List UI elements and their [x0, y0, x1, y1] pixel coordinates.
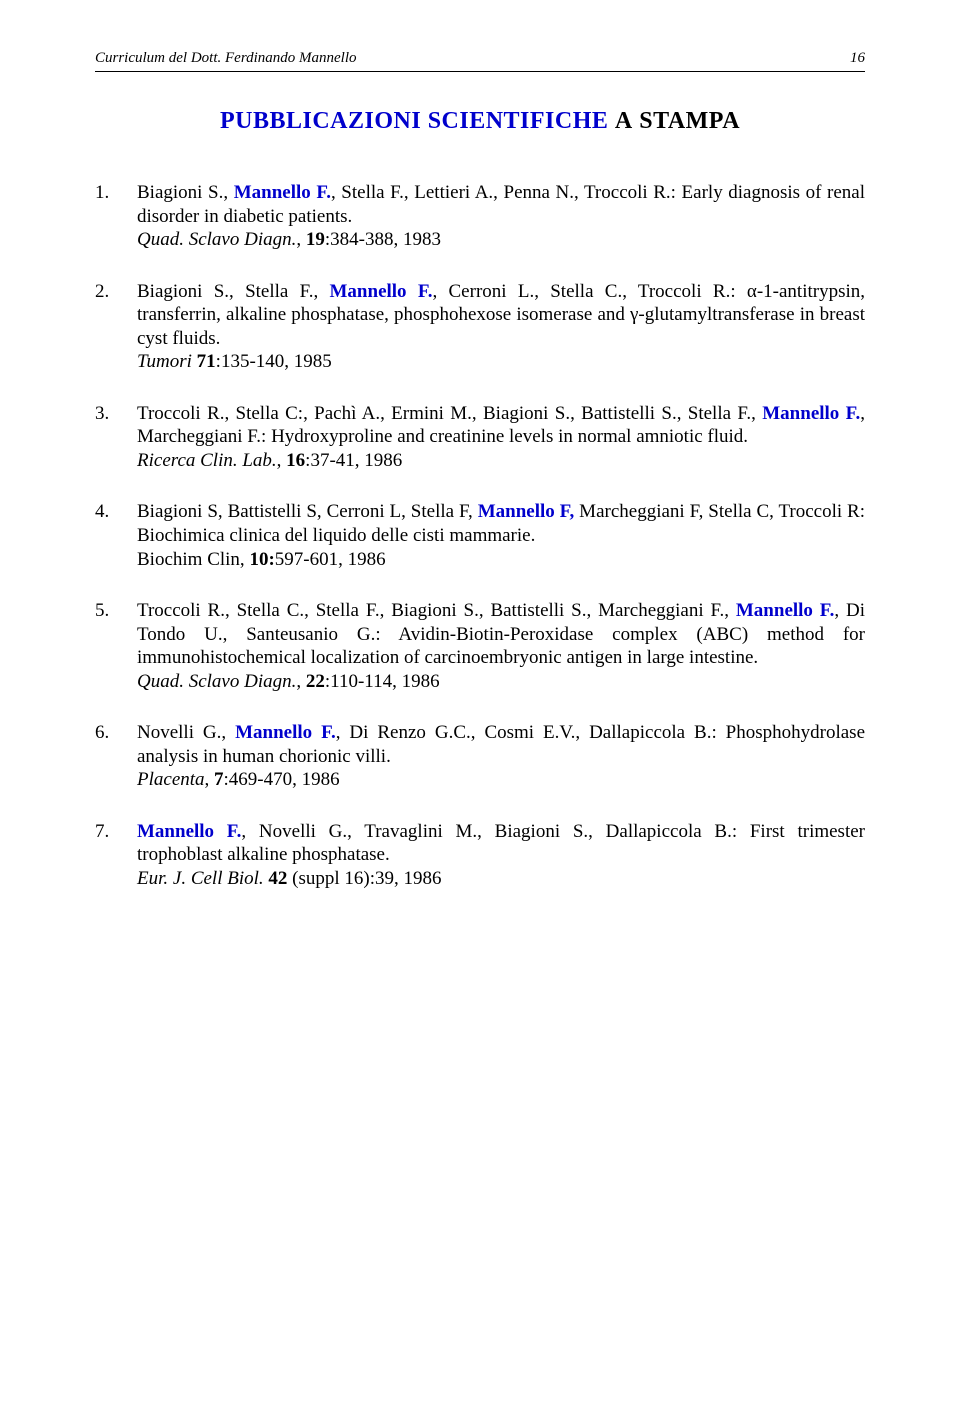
pub-volume: 42	[268, 868, 287, 889]
pub-volume: 16	[286, 450, 305, 471]
pub-journal: Eur. J. Cell Biol.	[137, 868, 264, 889]
pub-sep: ,	[277, 450, 287, 471]
header-page-number: 16	[850, 50, 865, 67]
pub-sep: ,	[296, 671, 306, 692]
heading-word-4: STAMPA	[639, 108, 740, 134]
publications-list: Biagioni S., Mannello F., Stella F., Let…	[95, 181, 865, 891]
pub-sep: ,	[296, 229, 306, 250]
publication-item: Biagioni S, Battistelli S, Cerroni L, St…	[95, 500, 865, 571]
pub-volume: 22	[306, 671, 325, 692]
pub-volume: 71	[197, 351, 216, 372]
pub-pages: :110-114, 1986	[325, 671, 440, 692]
document-page: Curriculum del Dott. Ferdinando Mannello…	[0, 0, 960, 979]
pub-authors-pre: Biagioni S., Stella F.,	[137, 281, 330, 302]
header-divider	[95, 71, 865, 72]
pub-pages: :384-388, 1983	[325, 229, 441, 250]
heading-word-2: SCIENTIFICHE	[428, 108, 609, 134]
publication-item: Troccoli R., Stella C., Stella F., Biagi…	[95, 599, 865, 693]
publication-item: Novelli G., Mannello F., Di Renzo G.C., …	[95, 721, 865, 792]
pub-pages: :469-470, 1986	[224, 769, 340, 790]
pub-pages: (suppl 16):39, 1986	[287, 868, 441, 889]
pub-authors-post: , Novelli G., Travaglini M., Biagioni S.…	[137, 821, 865, 866]
heading-word-3: A	[615, 108, 633, 134]
pub-pages: :135-140, 1985	[216, 351, 332, 372]
pub-volume: 10:	[249, 549, 274, 570]
pub-journal: Quad. Sclavo Diagn.	[137, 671, 296, 692]
pub-authors-pre: Biagioni S, Battistelli S, Cerroni L, St…	[137, 501, 478, 522]
pub-journal: Ricerca Clin. Lab.	[137, 450, 277, 471]
pub-mannello: Mannello F,	[478, 501, 575, 522]
pub-mannello: Mannello F.	[234, 182, 331, 203]
pub-pages: 597-601, 1986	[275, 549, 386, 570]
publication-item: Biagioni S., Stella F., Mannello F., Cer…	[95, 280, 865, 374]
pub-journal: Tumori	[137, 351, 192, 372]
pub-authors-pre: Novelli G.,	[137, 722, 235, 743]
pub-mannello: Mannello F.	[736, 600, 835, 621]
publication-item: Troccoli R., Stella C:, Pachì A., Ermini…	[95, 402, 865, 473]
heading-word-1: PUBBLICAZIONI	[220, 108, 421, 134]
pub-mannello: Mannello F.	[762, 403, 860, 424]
header-title: Curriculum del Dott. Ferdinando Mannello	[95, 50, 357, 67]
pub-authors-pre: Troccoli R., Stella C., Stella F., Biagi…	[137, 600, 736, 621]
pub-pages: :37-41, 1986	[305, 450, 402, 471]
pub-volume: 7	[214, 769, 224, 790]
pub-sep: ,	[205, 769, 215, 790]
pub-volume: 19	[306, 229, 325, 250]
pub-journal: Biochim Clin,	[137, 549, 245, 570]
pub-authors-pre: Biagioni S.,	[137, 182, 234, 203]
section-heading: PUBBLICAZIONI SCIENTIFICHE A STAMPA	[95, 108, 865, 135]
pub-mannello: Mannello F.	[330, 281, 433, 302]
pub-journal: Quad. Sclavo Diagn.	[137, 229, 296, 250]
publication-item: Biagioni S., Mannello F., Stella F., Let…	[95, 181, 865, 252]
publication-item: Mannello F., Novelli G., Travaglini M., …	[95, 820, 865, 891]
pub-authors-pre: Troccoli R., Stella C:, Pachì A., Ermini…	[137, 403, 762, 424]
pub-mannello: Mannello F.	[235, 722, 336, 743]
pub-mannello: Mannello F.	[137, 821, 241, 842]
page-header: Curriculum del Dott. Ferdinando Mannello…	[95, 50, 865, 67]
pub-journal: Placenta	[137, 769, 205, 790]
